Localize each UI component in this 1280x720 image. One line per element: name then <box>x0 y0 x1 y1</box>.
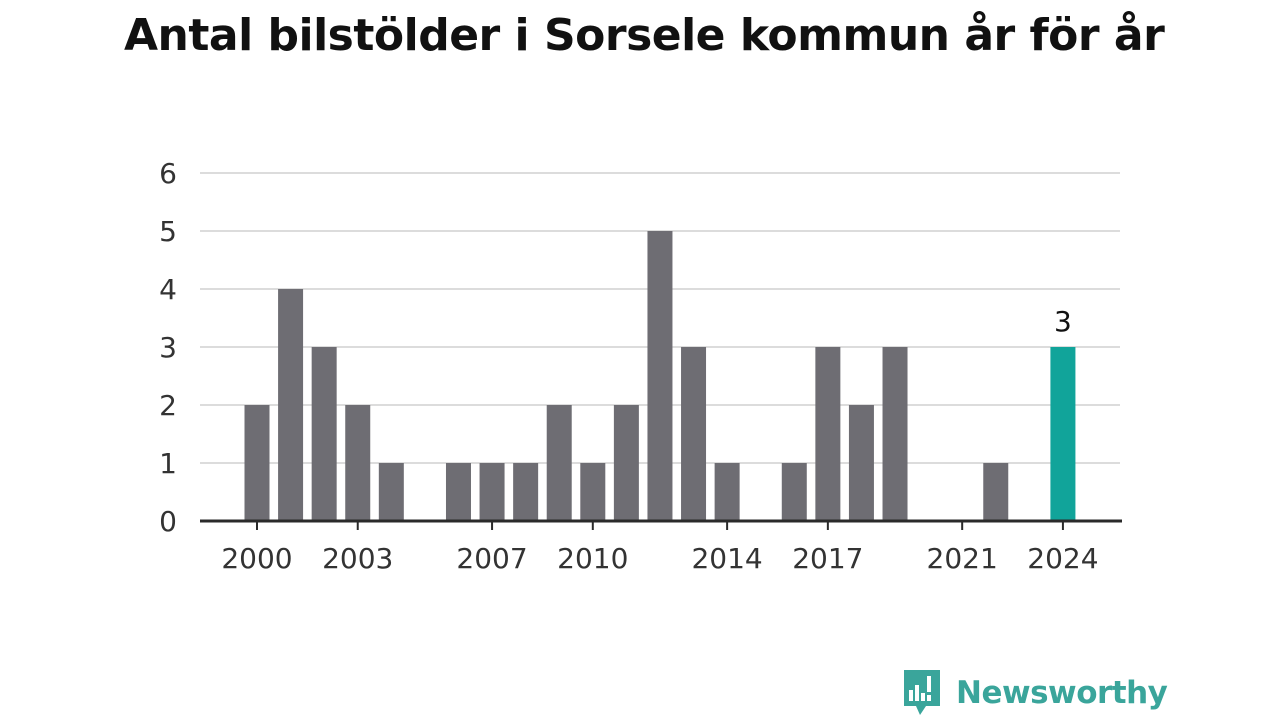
bar-2010 <box>580 463 606 521</box>
bar-2011 <box>613 405 639 521</box>
y-tick-label: 4 <box>159 273 177 306</box>
bar-2013 <box>681 347 707 521</box>
newsworthy-logo-icon <box>904 670 940 715</box>
bar-2018 <box>848 405 874 521</box>
bar-2012 <box>647 231 673 521</box>
data-label-2024: 3 <box>1054 305 1072 338</box>
x-axis-tick-labels: 2000 2003 2007 2010 2014 2017 2021 2024 <box>221 521 1099 575</box>
y-tick-label: 1 <box>159 447 177 480</box>
newsworthy-brand: Newsworthy <box>902 670 1168 716</box>
bar-2004 <box>378 463 404 521</box>
x-tick-label: 2017 <box>792 542 863 575</box>
y-tick-label: 2 <box>159 389 177 422</box>
bar-2007 <box>479 463 505 521</box>
x-tick-label: 2021 <box>927 542 998 575</box>
data-labels: 3 <box>1054 305 1072 338</box>
bars <box>244 231 1076 521</box>
y-tick-label: 5 <box>159 215 177 248</box>
bar-2009 <box>546 405 572 521</box>
x-tick-label: 2014 <box>691 542 762 575</box>
bar-2002 <box>311 347 337 521</box>
y-axis-tick-labels: 0 1 2 3 4 5 6 <box>159 157 177 538</box>
bar-2000 <box>244 405 270 521</box>
y-tick-label: 0 <box>159 505 177 538</box>
bar-2014 <box>714 463 740 521</box>
x-tick-label: 2010 <box>557 542 628 575</box>
y-tick-label: 3 <box>159 331 177 364</box>
x-tick-label: 2000 <box>221 542 292 575</box>
x-tick-label: 2003 <box>322 542 393 575</box>
bar-2022 <box>983 463 1009 521</box>
y-tick-label: 6 <box>159 157 177 190</box>
bar-2006 <box>445 463 471 521</box>
bar-2016 <box>781 463 807 521</box>
bar-2008 <box>513 463 539 521</box>
x-tick-label: 2007 <box>456 542 527 575</box>
newsworthy-brand-name: Newsworthy <box>956 675 1168 711</box>
bar-2001 <box>278 289 304 521</box>
bar-2017 <box>815 347 841 521</box>
bar-2003 <box>345 405 371 521</box>
chart-title: Antal bilstölder i Sorsele kommun år för… <box>124 10 1165 61</box>
bar-2024 <box>1050 347 1076 521</box>
bar-2019 <box>882 347 908 521</box>
x-tick-label: 2024 <box>1027 542 1098 575</box>
